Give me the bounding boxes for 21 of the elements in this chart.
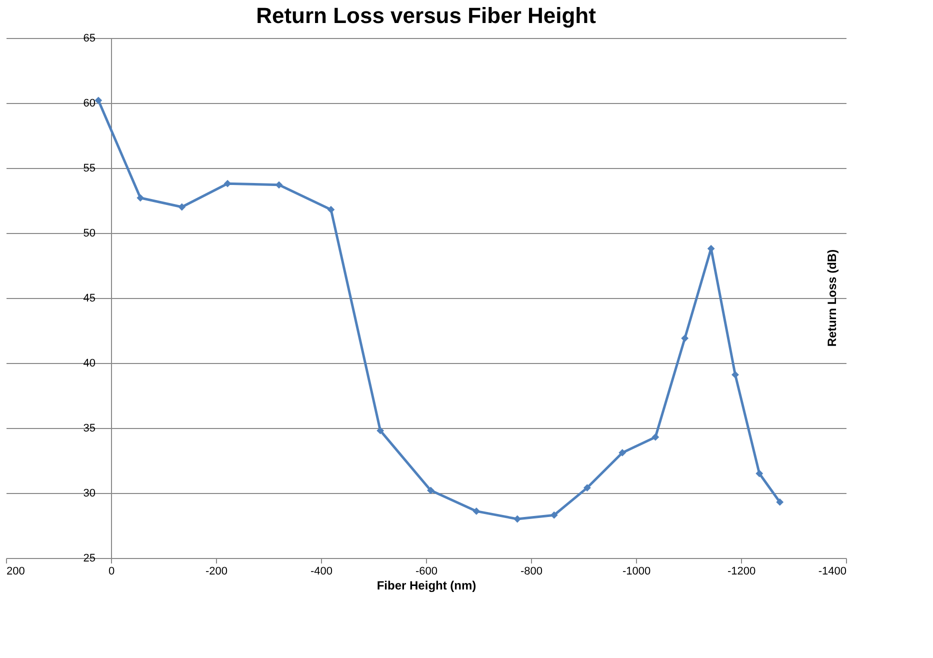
y-tick-label: 50 xyxy=(83,228,96,240)
y-tick-label: 45 xyxy=(83,292,96,304)
x-tick-label: -200 xyxy=(205,566,228,578)
y-tick-label: 40 xyxy=(83,358,96,370)
x-axis-title: Fiber Height (nm) xyxy=(376,578,476,592)
x-tick-label: -1200 xyxy=(727,566,756,578)
x-tick-label: 200 xyxy=(6,566,25,578)
x-tick-label: -600 xyxy=(415,566,438,578)
x-tick-label: -1000 xyxy=(622,566,651,578)
x-tick-label: -1400 xyxy=(818,566,846,578)
y-tick-label: 25 xyxy=(83,552,96,564)
x-tick-label: -800 xyxy=(520,566,543,578)
y-axis-title: Return Loss (dB) xyxy=(825,249,839,347)
y-tick-label: 65 xyxy=(83,32,96,44)
y-tick-label: 60 xyxy=(83,98,96,110)
y-tick-label: 30 xyxy=(83,488,96,500)
x-tick-label: 0 xyxy=(108,566,115,578)
y-tick-label: 55 xyxy=(83,162,96,174)
x-tick-label: -400 xyxy=(310,566,333,578)
chart-title: Return Loss versus Fiber Height xyxy=(256,3,597,28)
y-tick-label: 35 xyxy=(83,422,96,434)
